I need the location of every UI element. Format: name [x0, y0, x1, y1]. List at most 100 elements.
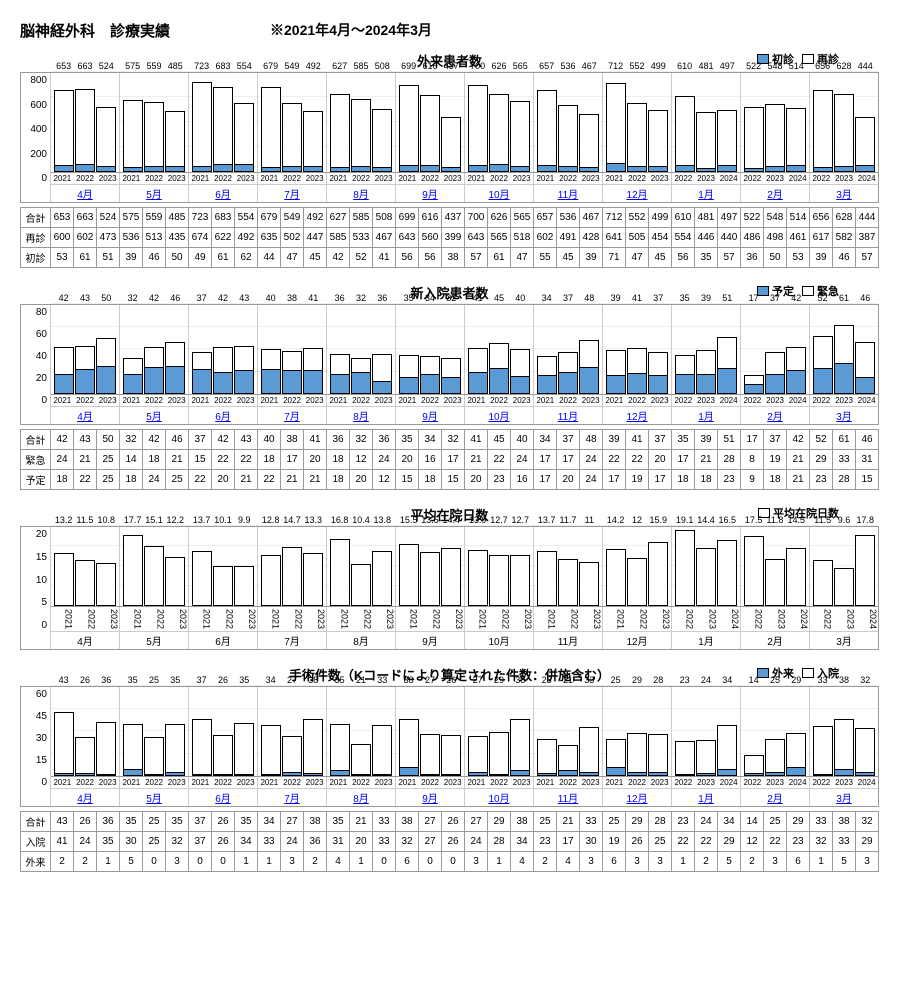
- month-link[interactable]: 11月: [558, 190, 578, 201]
- bar: 26: [441, 687, 461, 776]
- month-link[interactable]: 8月: [353, 190, 369, 201]
- month-link[interactable]: 1月: [698, 412, 714, 423]
- bar: 10.1: [213, 527, 233, 606]
- month-link[interactable]: 7月: [284, 412, 300, 423]
- bar: 12.8: [261, 527, 281, 606]
- month-link[interactable]: 1月: [698, 794, 714, 805]
- month-label: 6月: [189, 631, 257, 649]
- month-link[interactable]: 4月: [77, 190, 93, 201]
- bar: 42: [54, 305, 74, 394]
- bar: 11.8: [765, 527, 785, 606]
- bar: 25: [606, 687, 626, 776]
- month-link[interactable]: 11月: [558, 794, 578, 805]
- month-label: 7月: [258, 631, 326, 649]
- month-link[interactable]: 5月: [146, 794, 162, 805]
- month-label: 5月: [120, 184, 188, 202]
- month-label: 4月: [51, 631, 119, 649]
- month-label: 10月: [465, 184, 533, 202]
- month-link[interactable]: 12月: [626, 190, 647, 201]
- bar: 656: [813, 73, 833, 172]
- bar: 10.4: [351, 527, 371, 606]
- bar: 27: [420, 687, 440, 776]
- bar: 13.2: [54, 527, 74, 606]
- month-link[interactable]: 6月: [215, 412, 231, 423]
- bar: 575: [123, 73, 143, 172]
- bar: 17: [744, 305, 764, 394]
- month-label: 2月: [741, 788, 809, 806]
- bar: 653: [54, 73, 74, 172]
- bar: 35: [234, 687, 254, 776]
- bar: 50: [96, 305, 116, 394]
- month-link[interactable]: 3月: [836, 794, 852, 805]
- bar: 33: [579, 687, 599, 776]
- month-link[interactable]: 8月: [353, 412, 369, 423]
- month-label: 8月: [327, 788, 395, 806]
- bar: 46: [855, 305, 875, 394]
- bar: 25: [537, 687, 557, 776]
- bar: 492: [303, 73, 323, 172]
- month-link[interactable]: 10月: [488, 794, 509, 805]
- bar: 42: [213, 305, 233, 394]
- bar: 61: [834, 305, 854, 394]
- month-label: 10月: [465, 631, 533, 649]
- bar: 21: [351, 687, 371, 776]
- month-label: 6月: [189, 184, 257, 202]
- bar: 36: [330, 305, 350, 394]
- month-label: 7月: [258, 406, 326, 424]
- bar: 32: [351, 305, 371, 394]
- month-link[interactable]: 12月: [626, 794, 647, 805]
- bar: 559: [144, 73, 164, 172]
- month-link[interactable]: 8月: [353, 794, 369, 805]
- bar: 48: [579, 305, 599, 394]
- bar: 12: [627, 527, 647, 606]
- month-link[interactable]: 2月: [767, 190, 783, 201]
- bar: 9.9: [234, 527, 254, 606]
- month-link[interactable]: 9月: [422, 190, 438, 201]
- bar: 41: [468, 305, 488, 394]
- month-link[interactable]: 10月: [488, 412, 509, 423]
- month-link[interactable]: 3月: [836, 190, 852, 201]
- month-label: 11月: [534, 184, 602, 202]
- month-link[interactable]: 5月: [146, 190, 162, 201]
- month-label: 3月: [810, 406, 878, 424]
- month-link[interactable]: 6月: [215, 794, 231, 805]
- bar: 46: [165, 305, 185, 394]
- bar: 35: [123, 687, 143, 776]
- month-label: 9月: [396, 184, 464, 202]
- month-link[interactable]: 2月: [767, 794, 783, 805]
- month-link[interactable]: 10月: [488, 190, 509, 201]
- month-link[interactable]: 7月: [284, 794, 300, 805]
- bar: 33: [813, 687, 833, 776]
- month-link[interactable]: 6月: [215, 190, 231, 201]
- month-link[interactable]: 3月: [836, 412, 852, 423]
- month-link[interactable]: 12月: [626, 412, 647, 423]
- month-link[interactable]: 4月: [77, 412, 93, 423]
- month-label: 4月: [51, 184, 119, 202]
- bar: 39: [606, 305, 626, 394]
- month-link[interactable]: 1月: [698, 190, 714, 201]
- month-label: 1月: [672, 631, 740, 649]
- month-link[interactable]: 9月: [422, 794, 438, 805]
- bar: 627: [330, 73, 350, 172]
- bar: 38: [399, 687, 419, 776]
- month-label: 9月: [396, 788, 464, 806]
- bar: 42: [786, 305, 806, 394]
- month-label: 3月: [810, 788, 878, 806]
- month-link[interactable]: 9月: [422, 412, 438, 423]
- month-label: 2月: [741, 631, 809, 649]
- month-link[interactable]: 5月: [146, 412, 162, 423]
- bar: 663: [75, 73, 95, 172]
- month-link[interactable]: 2月: [767, 412, 783, 423]
- bar: 29: [489, 687, 509, 776]
- month-label: 4月: [51, 406, 119, 424]
- bar: 21: [558, 687, 578, 776]
- bar: 499: [648, 73, 668, 172]
- month-link[interactable]: 4月: [77, 794, 93, 805]
- bar: 39: [696, 305, 716, 394]
- bar: 25: [144, 687, 164, 776]
- bar: 723: [192, 73, 212, 172]
- month-link[interactable]: 7月: [284, 190, 300, 201]
- bar: 14: [744, 687, 764, 776]
- bar: 33: [372, 687, 392, 776]
- month-link[interactable]: 11月: [558, 412, 578, 423]
